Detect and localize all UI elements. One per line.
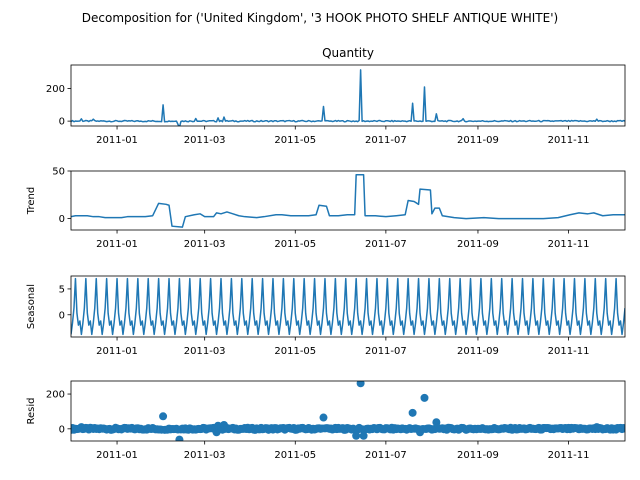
seasonal-xtick-label: 2011-11 [548,346,590,357]
resid-point [621,424,625,433]
resid-ylabel: Resid [26,398,37,425]
resid-point [159,412,168,421]
resid-point [352,431,361,440]
resid-point [359,431,368,440]
trend-ytick-label: 0 [59,214,65,225]
observed-xtick-label: 2011-01 [96,135,138,146]
observed-xtick-label: 2011-03 [184,135,226,146]
resid-point [175,435,184,441]
observed-title: Quantity [322,46,374,60]
figure-title: Decomposition for ('United Kingdom', '3 … [82,11,558,25]
trend-xtick-label: 2011-09 [457,239,499,250]
observed-plot-area [71,69,625,126]
observed-ytick-label: 0 [59,117,65,128]
seasonal-plot-area [71,277,625,336]
panel-observed: Quantity 0 200 2011-01 2011-03 2011-05 2011-07… [46,46,626,146]
resid-xtick-label: 2011-11 [548,450,590,461]
seasonal-xtick-label: 2011-05 [274,346,316,357]
observed-xtick-label: 2011-05 [274,135,316,146]
seasonal-ylabel: Seasonal [26,284,37,329]
resid-ytick-label: 0 [59,424,65,435]
resid-xtick-label: 2011-07 [365,450,407,461]
panel-seasonal: Seasonal 0 5 2011-01 2011-03 2011-05 2011-07 20… [26,275,626,357]
seasonal-ytick-label: 5 [59,284,65,295]
trend-xtick-label: 2011-03 [184,239,226,250]
observed-xtick-label: 2011-11 [548,135,590,146]
seasonal-xtick-label: 2011-01 [96,346,138,357]
resid-xtick-label: 2011-01 [96,450,138,461]
trend-xtick-label: 2011-05 [274,239,316,250]
seasonal-xtick-label: 2011-09 [457,346,499,357]
observed-xtick-label: 2011-07 [365,135,407,146]
trend-series-line [71,174,625,228]
resid-plot-area [71,381,625,441]
observed-ytick-label: 200 [46,84,65,95]
seasonal-ytick-label: 0 [59,310,65,321]
seasonal-xtick-label: 2011-07 [365,346,407,357]
resid-axes-frame [70,380,626,442]
panel-resid: Resid 0 200 2011-01 2011-03 2011-05 2011-07 201… [26,380,626,461]
resid-xtick-label: 2011-05 [274,450,316,461]
seasonal-series-line [71,277,625,336]
trend-xtick-label: 2011-01 [96,239,138,250]
trend-axes-frame [70,170,626,231]
trend-ytick-label: 50 [52,167,65,178]
observed-xtick-label: 2011-09 [457,135,499,146]
resid-xtick-label: 2011-09 [457,450,499,461]
seasonal-xtick-label: 2011-03 [184,346,226,357]
trend-plot-area [71,174,625,228]
seasonal-axes-frame [70,275,626,338]
trend-xtick-label: 2011-07 [365,239,407,250]
observed-axes-frame [70,64,626,127]
resid-ytick-label: 200 [46,390,65,401]
trend-xtick-label: 2011-11 [548,239,590,250]
resid-point [356,381,365,388]
resid-point [420,393,429,402]
observed-series-line [71,69,625,126]
panel-trend: Trend 0 50 2011-01 2011-03 2011-05 2011-07 2011… [26,167,626,250]
resid-point [319,413,328,422]
resid-xtick-label: 2011-03 [184,450,226,461]
trend-ylabel: Trend [26,187,37,215]
resid-point [408,408,417,417]
